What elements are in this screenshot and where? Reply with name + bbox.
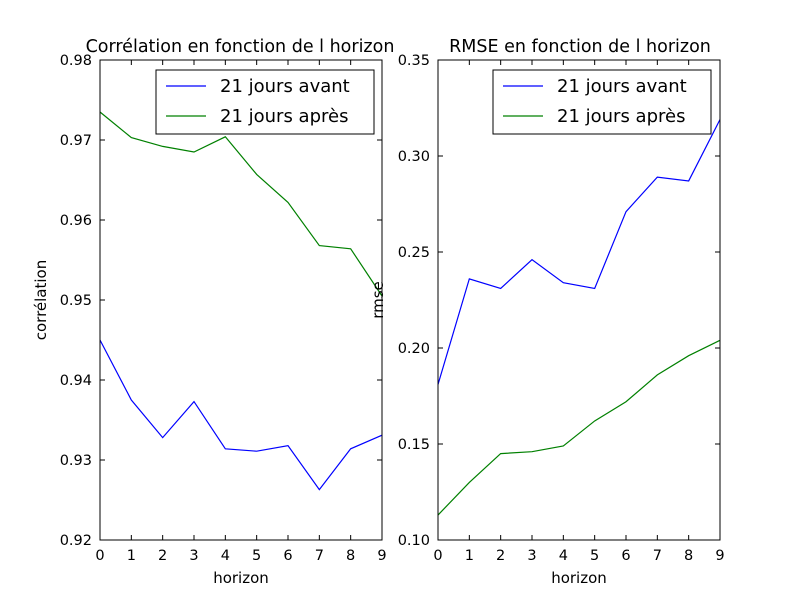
x-tick-label: 5	[590, 548, 599, 564]
x-tick-label: 0	[95, 548, 104, 564]
x-tick-label: 6	[283, 548, 292, 564]
legend-entry: 21 jours avant	[557, 76, 687, 97]
y-tick-label: 0.30	[398, 149, 430, 165]
x-tick-label: 8	[684, 548, 693, 564]
x-tick-label: 9	[377, 548, 386, 564]
legend-entry: 21 jours avant	[220, 76, 350, 97]
subplot-2: 0 1 2 3 4 5 6 7 8 9 0.10 0.15 0.20 0.25 0.30 0.35 horizo…	[369, 37, 725, 587]
y-tick-label: 0.20	[398, 341, 430, 357]
x-tick-label: 0	[433, 548, 442, 564]
axes-frame	[437, 59, 721, 541]
x-tick-label: 2	[496, 548, 505, 564]
x-tick-label: 5	[252, 548, 261, 564]
y-tick-label: 0.35	[398, 53, 430, 69]
x-tick-label: 3	[527, 548, 536, 564]
x-axis-label: horizon	[551, 569, 607, 587]
x-tick-label: 6	[621, 548, 630, 564]
y-tick-label: 0.97	[60, 133, 92, 149]
subplot-1: 0 1 2 3 4 5 6 7 8 9 0.92 0.93 0.94 0.95 0.96 0.97 0.98 ho…	[32, 37, 394, 587]
chart-title: Corrélation en fonction de l horizon	[86, 37, 395, 57]
legend-entry: 21 jours après	[220, 106, 348, 127]
y-axis-label: corrélation	[32, 260, 50, 341]
y-tick-label: 0.15	[398, 437, 430, 453]
legend-box	[492, 69, 712, 135]
x-tick-label: 8	[346, 548, 355, 564]
series-line-2	[437, 339, 721, 516]
y-tick-label: 0.94	[60, 373, 92, 389]
chart-title: RMSE en fonction de l horizon	[449, 37, 711, 57]
x-tick-label: 7	[315, 548, 324, 564]
x-tick-label: 2	[158, 548, 167, 564]
y-axis-label: rmse	[369, 281, 387, 319]
y-tick-label: 0.98	[60, 53, 92, 69]
y-tick-label: 0.92	[60, 533, 92, 549]
y-tick-label: 0.96	[60, 213, 92, 229]
legend-box	[155, 69, 375, 135]
x-tick-label: 4	[221, 548, 230, 564]
legend: 21 jours avant 21 jours après	[492, 69, 712, 135]
series-line-2	[99, 111, 383, 297]
x-tick-label: 3	[189, 548, 198, 564]
legend: 21 jours avant 21 jours après	[155, 69, 375, 135]
x-tick-label: 4	[559, 548, 568, 564]
y-tick-label: 0.93	[60, 453, 92, 469]
x-tick-label: 7	[653, 548, 662, 564]
y-tick-label: 0.10	[398, 533, 430, 549]
y-tick-label: 0.95	[60, 293, 92, 309]
y-tick-label: 0.25	[398, 245, 430, 261]
series-line-1	[99, 339, 383, 491]
x-axis-label: horizon	[213, 569, 269, 587]
x-tick-label: 1	[465, 548, 474, 564]
x-tick-label: 9	[715, 548, 724, 564]
series-line-1	[437, 119, 721, 385]
legend-entry: 21 jours après	[557, 106, 685, 127]
x-tick-label: 1	[127, 548, 136, 564]
